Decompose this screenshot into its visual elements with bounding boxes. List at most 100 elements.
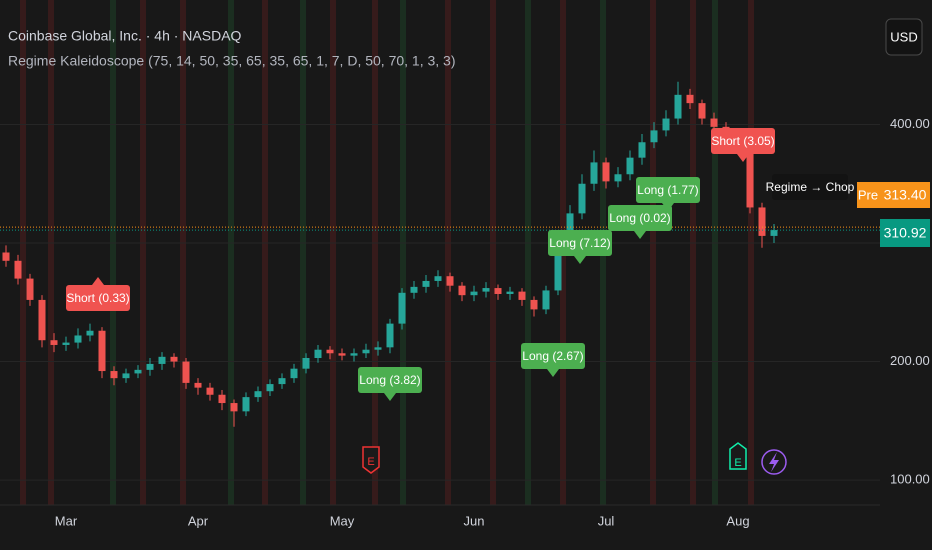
- x-tick-label: May: [330, 513, 355, 528]
- candle-body: [290, 368, 298, 379]
- candle-body: [350, 353, 358, 356]
- regime-stripe: [110, 0, 116, 505]
- candle-body: [374, 347, 382, 350]
- candle-body: [170, 356, 178, 362]
- candle-body: [74, 335, 82, 343]
- premarket-badge: [857, 182, 880, 208]
- signal-label-box: [66, 285, 130, 311]
- signal-label: Long (0.02): [609, 211, 670, 225]
- signal-arrow: [737, 154, 749, 162]
- candle-body: [362, 349, 370, 354]
- candle-body: [758, 207, 766, 236]
- candle-body: [194, 382, 202, 388]
- candle-body: [50, 340, 58, 345]
- regime-stripe: [372, 0, 378, 505]
- regime-stripe: [228, 0, 234, 505]
- signal-arrow: [634, 231, 646, 239]
- candle-body: [638, 142, 646, 158]
- signal-label-box: [636, 177, 700, 203]
- last-price-badge: [880, 219, 930, 247]
- regime-stripe: [300, 0, 306, 505]
- regime-stripe: [400, 0, 406, 505]
- candle-body: [146, 363, 154, 370]
- candle-body: [530, 299, 538, 310]
- candle-body: [206, 387, 214, 395]
- signal-label: Short (0.33): [66, 291, 129, 305]
- candle-body: [542, 290, 550, 310]
- signal-label-box: [608, 205, 672, 231]
- candle-body: [62, 342, 70, 345]
- candle-body: [242, 397, 250, 412]
- signal-label: Short (3.05): [711, 134, 774, 148]
- regime-stripe: [690, 0, 696, 505]
- candle-body: [650, 130, 658, 143]
- candle-body: [446, 276, 454, 286]
- signal-arrow: [574, 256, 586, 264]
- candle-body: [278, 378, 286, 385]
- candle-body: [506, 291, 514, 294]
- candle-body: [746, 142, 754, 208]
- currency-label[interactable]: USD: [890, 29, 917, 44]
- candle-body: [182, 361, 190, 383]
- earnings-icon: E: [362, 446, 380, 474]
- last-price: 310.92: [884, 225, 927, 241]
- regime-stripe: [48, 0, 54, 505]
- regime-stripe: [180, 0, 186, 505]
- signal-arrow: [384, 393, 396, 401]
- candle-body: [14, 260, 22, 279]
- candle-body: [662, 118, 670, 131]
- x-tick-label: Apr: [188, 513, 209, 528]
- signal-label: Regime → Chop: [766, 180, 855, 194]
- candle-body: [26, 278, 34, 300]
- candle-body: [590, 162, 598, 184]
- candle-body: [326, 349, 334, 354]
- candle-body: [134, 369, 142, 374]
- candle-body: [230, 403, 238, 412]
- premarket-name: Pre: [858, 187, 878, 202]
- candle-body: [302, 358, 310, 369]
- candle-body: [86, 330, 94, 336]
- candle-body: [554, 243, 562, 291]
- signal-label: Long (7.12): [549, 236, 610, 250]
- candle-body: [770, 230, 778, 236]
- candle-body: [602, 162, 610, 182]
- regime-stripe: [20, 0, 26, 505]
- candle-body: [98, 330, 106, 372]
- chart-title: Coinbase Global, Inc. · 4h · NASDAQ: [8, 28, 242, 44]
- candle-body: [2, 252, 10, 261]
- candle-body: [518, 291, 526, 300]
- y-tick-label: 100.00: [890, 472, 930, 487]
- svg-text:E: E: [367, 456, 374, 468]
- candle-body: [614, 174, 622, 182]
- regime-stripe: [330, 0, 336, 505]
- regime-stripe: [650, 0, 656, 505]
- candle-body: [122, 373, 130, 379]
- regime-stripe: [712, 0, 718, 505]
- candle-body: [266, 384, 274, 392]
- x-tick-label: Aug: [726, 513, 749, 528]
- candle-body: [338, 353, 346, 356]
- candle-body: [494, 288, 502, 294]
- regime-stripe: [525, 0, 531, 505]
- candle-body: [578, 183, 586, 214]
- dividend-icon: [761, 449, 787, 475]
- candle-body: [710, 118, 718, 127]
- signal-label-box: [358, 367, 422, 393]
- signal-arrow: [547, 369, 559, 377]
- indicator-label: Regime Kaleidoscope (75, 14, 50, 35, 65,…: [8, 53, 456, 69]
- x-tick-label: Jul: [598, 513, 615, 528]
- premarket-price: 313.40: [884, 187, 927, 203]
- svg-text:E: E: [734, 457, 741, 469]
- candle-body: [314, 349, 322, 359]
- regime-stripe: [262, 0, 268, 505]
- currency-button[interactable]: [885, 18, 923, 56]
- signal-label-box: [772, 174, 848, 200]
- candle-body: [422, 280, 430, 287]
- x-tick-label: Jun: [464, 513, 485, 528]
- signal-label: Long (2.67): [522, 349, 583, 363]
- y-tick-label: 200.00: [890, 353, 930, 368]
- candle-body: [470, 291, 478, 296]
- regime-stripe: [140, 0, 146, 505]
